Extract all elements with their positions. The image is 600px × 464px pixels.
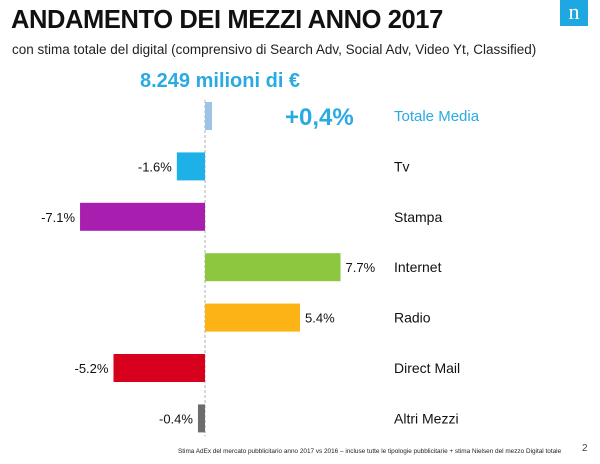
category-label-altri-mezzi: Altri Mezzi <box>394 410 459 426</box>
value-label-stampa: -7.1% <box>41 210 75 225</box>
bar-tv <box>176 152 205 181</box>
page-title: ANDAMENTO DEI MEZZI ANNO 2017 <box>11 6 443 34</box>
bar-stampa <box>80 202 205 231</box>
page-subtitle: con stima totale del digital (comprensiv… <box>12 42 537 57</box>
total-market-value: 8.249 milioni di € <box>140 70 301 92</box>
category-label-radio: Radio <box>394 310 431 326</box>
category-label-totale-media: Totale Media <box>394 108 480 125</box>
category-label-tv: Tv <box>394 158 410 174</box>
bar-internet <box>205 253 341 282</box>
category-label-internet: Internet <box>394 259 442 275</box>
bar-direct-mail <box>113 354 205 382</box>
category-label-direct-mail: Direct Mail <box>394 360 460 376</box>
value-label-totale-media: +0,4% <box>285 104 354 131</box>
footnote: Stima AdEx del mercato pubblicitario ann… <box>178 448 562 455</box>
value-label-altri-mezzi: -0.4% <box>159 411 193 426</box>
category-label-stampa: Stampa <box>394 209 442 225</box>
nielsen-logo: n <box>560 0 588 26</box>
page-number: 2 <box>582 443 588 454</box>
bar-radio <box>205 303 301 332</box>
value-label-tv: -1.6% <box>138 159 172 174</box>
value-label-direct-mail: -5.2% <box>75 361 109 376</box>
bar-totale-media <box>205 102 213 130</box>
bar-altri-mezzi <box>197 404 205 433</box>
value-label-internet: 7.7% <box>346 260 376 275</box>
value-label-radio: 5.4% <box>305 311 335 326</box>
